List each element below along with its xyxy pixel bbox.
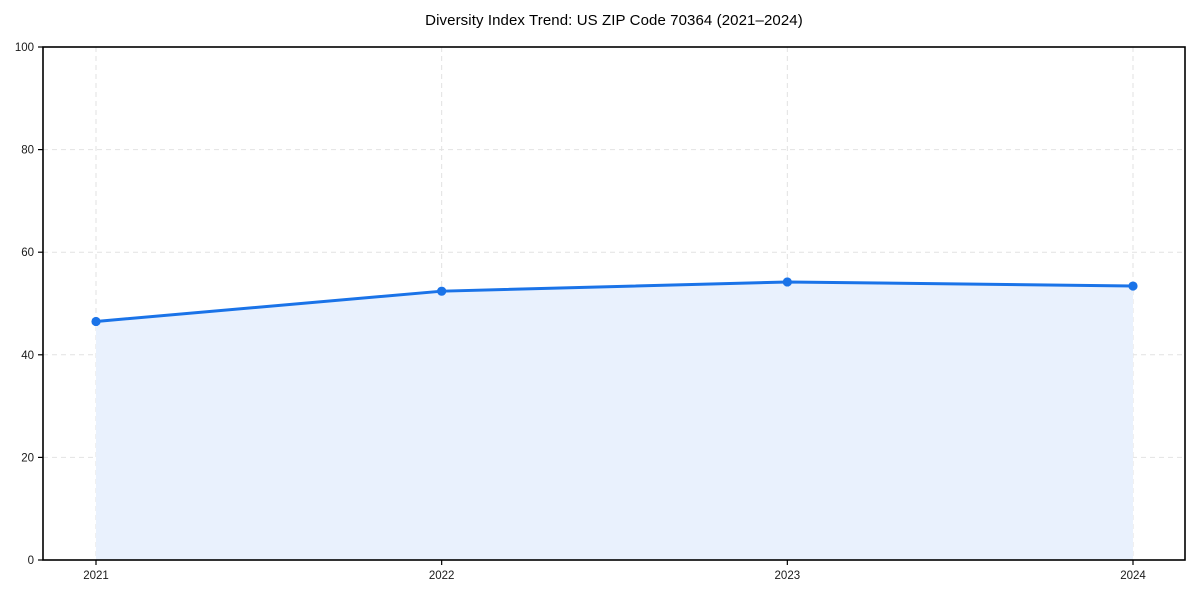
y-axis-tick-label: 80: [21, 145, 34, 157]
data-point-marker: [782, 277, 792, 287]
y-axis-tick-label: 60: [21, 247, 34, 259]
data-point-marker: [1128, 281, 1138, 291]
x-axis-tick-label: 2023: [775, 570, 801, 582]
y-axis-tick-label: 100: [15, 42, 34, 54]
y-axis-tick-label: 20: [21, 452, 34, 464]
data-point-marker: [437, 286, 447, 296]
y-axis-tick-label: 0: [28, 555, 34, 567]
data-point-marker: [91, 316, 101, 327]
line-series: [94, 280, 1135, 323]
plot-border: [42, 46, 1186, 561]
x-axis-tick-label: 2021: [83, 570, 109, 582]
chart-title: Diversity Index Trend: US ZIP Code 70364…: [425, 12, 803, 29]
x-axis-tick-label: 2024: [1120, 570, 1146, 582]
y-axis-tick-label: 40: [21, 350, 34, 362]
x-axis-tick-label: 2022: [429, 570, 455, 582]
area-fill: [96, 281, 1133, 560]
